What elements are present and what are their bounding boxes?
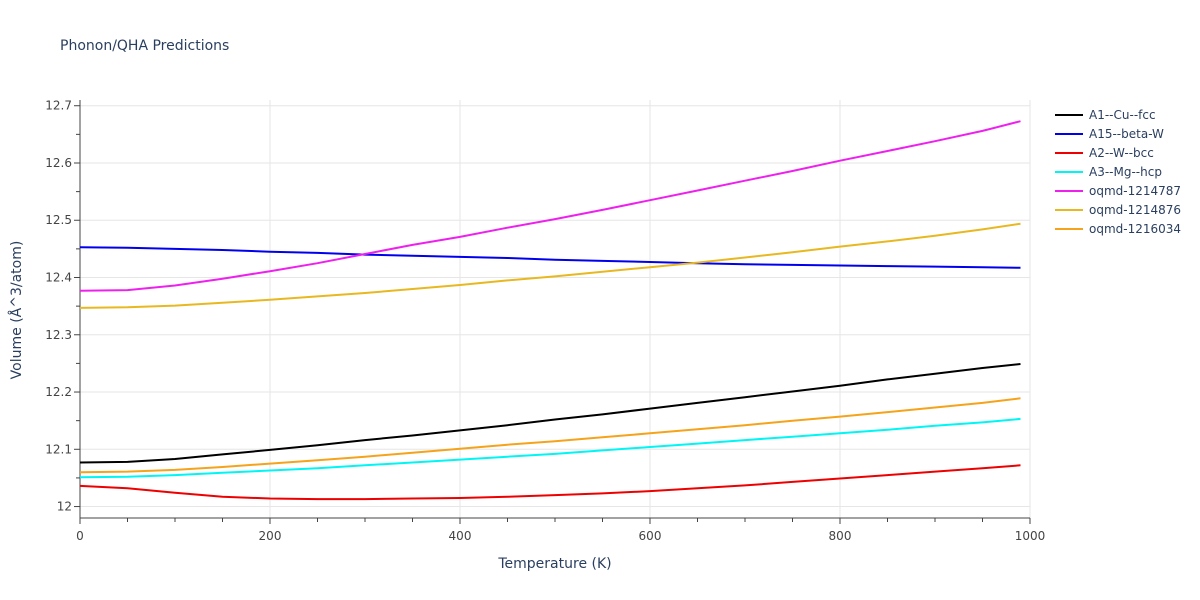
legend-label: oqmd-1214787 xyxy=(1089,184,1181,198)
legend-label: A3--Mg--hcp xyxy=(1089,165,1162,179)
legend[interactable]: A1--Cu--fcc A15--beta-W A2--W--bcc A3--Mg--… xyxy=(1055,108,1181,236)
y-tick-labels: 12 12.1 12.2 12.3 12.4 12.5 12.6 12.7 xyxy=(45,99,72,514)
axes xyxy=(74,100,1031,524)
series-line xyxy=(79,363,1021,464)
legend-label: oqmd-1216034 xyxy=(1089,222,1181,236)
y-tick-label: 12.1 xyxy=(45,442,72,456)
y-tick-label: 12.3 xyxy=(45,328,72,342)
series-line xyxy=(79,246,1021,269)
chart-title: Phonon/QHA Predictions xyxy=(60,38,229,54)
legend-label: A15--beta-W xyxy=(1089,127,1164,141)
x-tick-label: 800 xyxy=(829,529,852,543)
series-line xyxy=(79,464,1021,501)
x-tick-label: 200 xyxy=(259,529,282,543)
y-tick-label: 12.4 xyxy=(45,271,72,285)
series-line xyxy=(79,222,1021,309)
legend-label: oqmd-1214876 xyxy=(1089,203,1181,217)
y-tick-label: 12.5 xyxy=(45,213,72,227)
x-tick-label: 400 xyxy=(449,529,472,543)
y-tick-label: 12.2 xyxy=(45,385,72,399)
x-axis-title: Temperature (K) xyxy=(497,556,611,572)
y-axis-title: Volume (Å^3/atom) xyxy=(8,241,25,380)
series-line xyxy=(79,417,1021,479)
x-tick-label: 600 xyxy=(639,529,662,543)
y-tick-label: 12.6 xyxy=(45,156,72,170)
series-line xyxy=(79,397,1021,474)
series-lines xyxy=(79,120,1021,501)
x-tick-labels: 0 200 400 600 800 1000 xyxy=(76,529,1045,543)
grid-lines xyxy=(80,100,1031,518)
legend-label: A1--Cu--fcc xyxy=(1089,108,1156,122)
legend-label: A2--W--bcc xyxy=(1089,146,1154,160)
y-tick-label: 12 xyxy=(57,500,72,514)
x-tick-label: 1000 xyxy=(1015,529,1046,543)
series-line xyxy=(79,120,1021,292)
y-tick-label: 12.7 xyxy=(45,99,72,113)
x-tick-label: 0 xyxy=(76,529,84,543)
